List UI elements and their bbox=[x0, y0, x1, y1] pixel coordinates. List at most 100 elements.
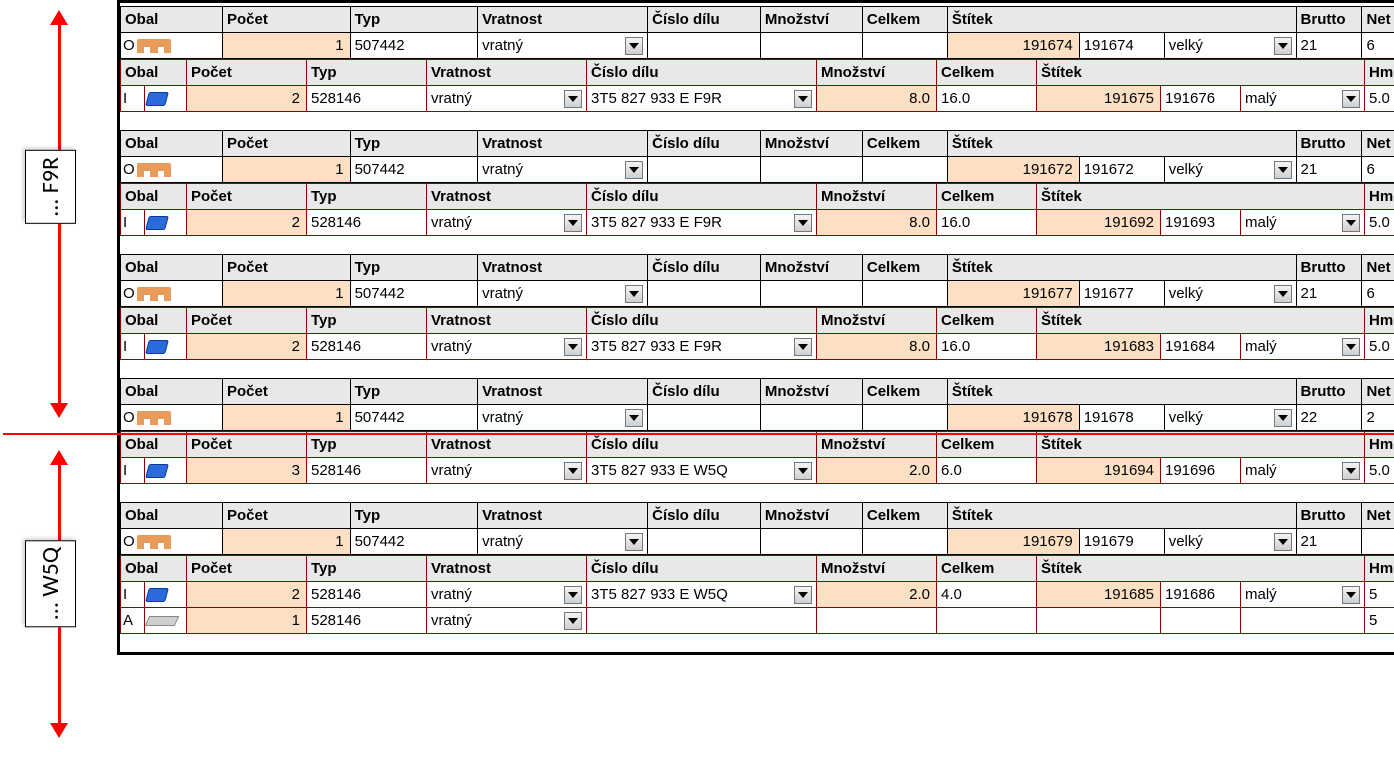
inner-stitek-dd[interactable] bbox=[1241, 608, 1365, 634]
stitek-from[interactable]: 191674 bbox=[947, 33, 1079, 59]
dropdown-icon[interactable] bbox=[1274, 37, 1292, 55]
inner-stitek-to[interactable]: 191696 bbox=[1161, 458, 1241, 484]
inner-stitek-dd[interactable]: malý bbox=[1241, 86, 1365, 112]
brutto-cell[interactable]: 21 bbox=[1296, 33, 1362, 59]
inner-typ[interactable]: 528146 bbox=[307, 458, 427, 484]
inner-stitek-dd[interactable]: malý bbox=[1241, 334, 1365, 360]
cislo-cell[interactable] bbox=[648, 33, 761, 59]
dropdown-icon[interactable] bbox=[1274, 409, 1292, 427]
inner-stitek-to[interactable] bbox=[1161, 608, 1241, 634]
stitek-dd[interactable]: velký bbox=[1164, 33, 1296, 59]
inner-vratnost-dd[interactable]: vratný bbox=[427, 608, 587, 634]
inner-pocet[interactable]: 2 bbox=[187, 86, 307, 112]
typ-cell[interactable]: 507442 bbox=[350, 529, 478, 555]
inner-typ[interactable]: 528146 bbox=[307, 86, 427, 112]
inner-stitek-from[interactable]: 191694 bbox=[1037, 458, 1161, 484]
inner-pocet[interactable]: 2 bbox=[187, 210, 307, 236]
brutto-cell[interactable]: 21 bbox=[1296, 281, 1362, 307]
inner-vratnost-dd[interactable]: vratný bbox=[427, 458, 587, 484]
pocet-cell[interactable]: 1 bbox=[223, 157, 351, 183]
dropdown-icon[interactable] bbox=[564, 214, 582, 232]
dropdown-icon[interactable] bbox=[1274, 161, 1292, 179]
inner-mnozstvi[interactable]: 2.0 bbox=[817, 458, 937, 484]
inner-hm[interactable]: 5.0 bbox=[1365, 86, 1394, 112]
inner-pocet[interactable]: 2 bbox=[187, 334, 307, 360]
typ-cell[interactable]: 507442 bbox=[350, 33, 478, 59]
inner-stitek-from[interactable]: 191685 bbox=[1037, 582, 1161, 608]
inner-typ[interactable]: 528146 bbox=[307, 582, 427, 608]
inner-mnozstvi[interactable]: 8.0 bbox=[817, 334, 937, 360]
stitek-from[interactable]: 191677 bbox=[947, 281, 1079, 307]
dropdown-icon[interactable] bbox=[625, 161, 643, 179]
inner-cislo-dd[interactable]: 3T5 827 933 E F9R bbox=[587, 334, 817, 360]
dropdown-icon[interactable] bbox=[625, 409, 643, 427]
inner-stitek-dd[interactable]: malý bbox=[1241, 458, 1365, 484]
dropdown-icon[interactable] bbox=[564, 612, 582, 630]
inner-stitek-to[interactable]: 191676 bbox=[1161, 86, 1241, 112]
inner-vratnost-dd[interactable]: vratný bbox=[427, 582, 587, 608]
inner-stitek-dd[interactable]: malý bbox=[1241, 210, 1365, 236]
pocet-cell[interactable]: 1 bbox=[223, 405, 351, 431]
inner-vratnost-dd[interactable]: vratný bbox=[427, 86, 587, 112]
dropdown-icon[interactable] bbox=[794, 462, 812, 480]
brutto-cell[interactable]: 21 bbox=[1296, 157, 1362, 183]
stitek-to[interactable]: 191679 bbox=[1079, 529, 1164, 555]
stitek-dd[interactable]: velký bbox=[1164, 529, 1296, 555]
inner-stitek-to[interactable]: 191686 bbox=[1161, 582, 1241, 608]
inner-stitek-from[interactable] bbox=[1037, 608, 1161, 634]
vratnost-dd[interactable]: vratný bbox=[478, 281, 648, 307]
vratnost-dd[interactable]: vratný bbox=[478, 529, 648, 555]
stitek-dd[interactable]: velký bbox=[1164, 281, 1296, 307]
inner-hm[interactable]: 5.0 bbox=[1365, 334, 1394, 360]
stitek-to[interactable]: 191677 bbox=[1079, 281, 1164, 307]
inner-hm[interactable]: 5.0 bbox=[1365, 210, 1394, 236]
dropdown-icon[interactable] bbox=[1342, 462, 1360, 480]
dropdown-icon[interactable] bbox=[1342, 338, 1360, 356]
dropdown-icon[interactable] bbox=[794, 586, 812, 604]
typ-cell[interactable]: 507442 bbox=[350, 157, 478, 183]
inner-mnozstvi[interactable]: 8.0 bbox=[817, 86, 937, 112]
inner-typ[interactable]: 528146 bbox=[307, 334, 427, 360]
dropdown-icon[interactable] bbox=[1274, 285, 1292, 303]
inner-stitek-dd[interactable]: malý bbox=[1241, 582, 1365, 608]
vratnost-dd[interactable]: vratný bbox=[478, 33, 648, 59]
dropdown-icon[interactable] bbox=[794, 90, 812, 108]
stitek-from[interactable]: 191679 bbox=[947, 529, 1079, 555]
typ-cell[interactable]: 507442 bbox=[350, 405, 478, 431]
net-cell[interactable] bbox=[1362, 529, 1394, 555]
net-cell[interactable]: 2 bbox=[1362, 405, 1394, 431]
net-cell[interactable]: 6 bbox=[1362, 281, 1394, 307]
inner-cislo-dd[interactable]: 3T5 827 933 E F9R bbox=[587, 86, 817, 112]
inner-stitek-to[interactable]: 191684 bbox=[1161, 334, 1241, 360]
inner-stitek-to[interactable]: 191693 bbox=[1161, 210, 1241, 236]
cislo-cell[interactable] bbox=[648, 281, 761, 307]
stitek-to[interactable]: 191678 bbox=[1079, 405, 1164, 431]
inner-stitek-from[interactable]: 191683 bbox=[1037, 334, 1161, 360]
dropdown-icon[interactable] bbox=[1274, 533, 1292, 551]
inner-pocet[interactable]: 3 bbox=[187, 458, 307, 484]
stitek-to[interactable]: 191674 bbox=[1079, 33, 1164, 59]
inner-cislo-dd[interactable]: 3T5 827 933 E W5Q bbox=[587, 458, 817, 484]
dropdown-icon[interactable] bbox=[625, 533, 643, 551]
inner-pocet[interactable]: 1 bbox=[187, 608, 307, 634]
inner-stitek-from[interactable]: 191692 bbox=[1037, 210, 1161, 236]
cislo-cell[interactable] bbox=[648, 529, 761, 555]
inner-typ[interactable]: 528146 bbox=[307, 210, 427, 236]
dropdown-icon[interactable] bbox=[625, 37, 643, 55]
typ-cell[interactable]: 507442 bbox=[350, 281, 478, 307]
dropdown-icon[interactable] bbox=[1342, 214, 1360, 232]
dropdown-icon[interactable] bbox=[564, 90, 582, 108]
inner-mnozstvi[interactable]: 8.0 bbox=[817, 210, 937, 236]
net-cell[interactable]: 6 bbox=[1362, 157, 1394, 183]
stitek-dd[interactable]: velký bbox=[1164, 405, 1296, 431]
dropdown-icon[interactable] bbox=[794, 214, 812, 232]
pocet-cell[interactable]: 1 bbox=[223, 529, 351, 555]
pocet-cell[interactable]: 1 bbox=[223, 281, 351, 307]
stitek-to[interactable]: 191672 bbox=[1079, 157, 1164, 183]
vratnost-dd[interactable]: vratný bbox=[478, 405, 648, 431]
dropdown-icon[interactable] bbox=[564, 338, 582, 356]
inner-stitek-from[interactable]: 191675 bbox=[1037, 86, 1161, 112]
inner-hm[interactable]: 5 bbox=[1365, 582, 1394, 608]
dropdown-icon[interactable] bbox=[564, 586, 582, 604]
inner-mnozstvi[interactable] bbox=[817, 608, 937, 634]
